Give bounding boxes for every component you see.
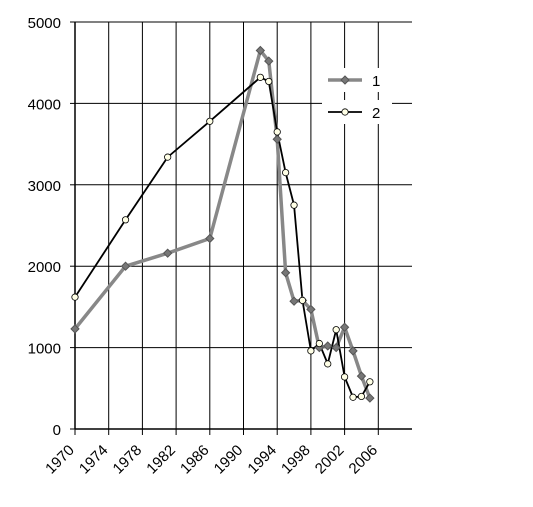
marker: [280, 268, 291, 278]
marker: [339, 322, 350, 332]
marker: [164, 153, 172, 161]
y-tick-label: 3000: [28, 178, 61, 195]
legend-label: 2: [372, 105, 380, 122]
x-tick-label: 2006: [346, 442, 382, 478]
marker: [298, 296, 307, 304]
x-tick-label: 2002: [312, 442, 348, 478]
y-tick-label: 4000: [28, 96, 61, 113]
marker: [306, 304, 316, 315]
marker: [290, 201, 298, 209]
y-tick-label: 0: [53, 422, 61, 439]
x-tick-label: 1982: [143, 442, 179, 478]
marker: [120, 261, 131, 271]
marker: [332, 326, 340, 334]
marker: [206, 117, 214, 125]
y-tick-label: 2000: [28, 259, 61, 276]
marker: [70, 324, 80, 334]
marker: [349, 393, 357, 401]
marker: [315, 339, 323, 348]
legend-marker: [340, 75, 350, 85]
marker: [162, 248, 173, 258]
y-tick-label: 1000: [28, 341, 61, 358]
marker: [323, 341, 333, 351]
marker: [365, 393, 375, 403]
marker: [289, 296, 299, 306]
marker: [273, 128, 281, 136]
marker: [366, 378, 374, 386]
x-tick-label: 1998: [278, 442, 314, 478]
marker: [331, 342, 341, 353]
marker: [272, 134, 282, 144]
series-line: [74, 76, 371, 399]
marker: [121, 216, 130, 224]
marker: [71, 293, 79, 301]
marker: [256, 73, 264, 81]
marker: [340, 373, 349, 381]
marker: [324, 360, 332, 368]
x-tick-label: 1970: [42, 442, 78, 478]
marker: [282, 168, 290, 177]
legend-label: 1: [372, 73, 380, 90]
marker: [356, 371, 367, 381]
x-tick-label: 1986: [177, 442, 213, 478]
marker: [348, 346, 358, 356]
marker: [307, 347, 315, 355]
x-tick-label: 1974: [76, 442, 112, 478]
marker: [255, 45, 266, 56]
marker: [265, 77, 273, 86]
legend-marker: [341, 108, 349, 116]
y-tick-label: 5000: [28, 15, 61, 32]
x-tick-label: 1990: [211, 442, 247, 478]
marker: [357, 392, 366, 401]
marker: [205, 233, 215, 244]
x-tick-label: 1978: [110, 442, 146, 478]
x-tick-label: 1994: [244, 442, 280, 478]
marker: [264, 56, 274, 66]
